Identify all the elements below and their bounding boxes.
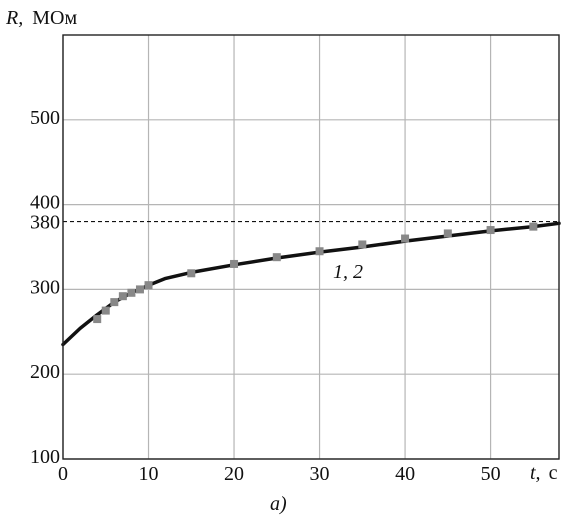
data-point-marker bbox=[358, 240, 367, 249]
data-point-marker bbox=[486, 226, 495, 235]
data-point-marker bbox=[529, 222, 538, 231]
data-point-marker bbox=[230, 259, 239, 268]
curve-label: 1, 2 bbox=[333, 261, 363, 283]
reference-line-label: 380 bbox=[30, 212, 60, 234]
grid-lines bbox=[62, 35, 559, 460]
x-tick-label: 50 bbox=[481, 463, 501, 485]
data-point-marker bbox=[315, 247, 324, 256]
x-axis-label: t, с bbox=[530, 462, 558, 484]
data-point-marker bbox=[127, 288, 136, 297]
data-point-marker bbox=[272, 253, 281, 262]
data-point-marker bbox=[110, 298, 119, 307]
series-line bbox=[61, 221, 561, 347]
y-tick-label: 400 bbox=[30, 192, 60, 214]
y-tick-label: 300 bbox=[30, 276, 60, 298]
data-point-marker bbox=[443, 229, 452, 238]
x-tick-label: 10 bbox=[139, 463, 159, 485]
y-tick-label: 500 bbox=[30, 107, 60, 129]
data-point-marker bbox=[187, 269, 196, 278]
x-tick-label: 40 bbox=[395, 463, 415, 485]
data-point-marker bbox=[101, 306, 110, 315]
y-tick-label: 200 bbox=[30, 361, 60, 383]
x-axis-unit: с bbox=[549, 462, 558, 484]
data-point-marker bbox=[144, 281, 153, 290]
y-tick-labels: 100 200 300 400 500 bbox=[30, 107, 60, 468]
reference-line: 380 bbox=[30, 212, 559, 234]
y-axis-label: R, МОм bbox=[5, 7, 77, 29]
series-group bbox=[61, 221, 561, 347]
x-axis-var: t, bbox=[530, 462, 541, 484]
data-point-marker bbox=[135, 285, 144, 294]
y-tick-label: 100 bbox=[30, 446, 60, 468]
data-point-marker bbox=[118, 292, 127, 301]
y-axis-unit: МОм bbox=[32, 7, 77, 29]
x-tick-label: 0 bbox=[58, 463, 68, 485]
x-tick-label: 20 bbox=[224, 463, 244, 485]
x-tick-labels: 0 10 20 30 40 50 bbox=[58, 463, 501, 485]
panel-label: a) bbox=[270, 493, 287, 515]
plot-frame bbox=[62, 34, 560, 460]
x-tick-label: 30 bbox=[310, 463, 330, 485]
y-axis-var: R, bbox=[5, 7, 23, 29]
data-point-marker bbox=[93, 315, 102, 324]
data-point-marker bbox=[401, 234, 410, 243]
